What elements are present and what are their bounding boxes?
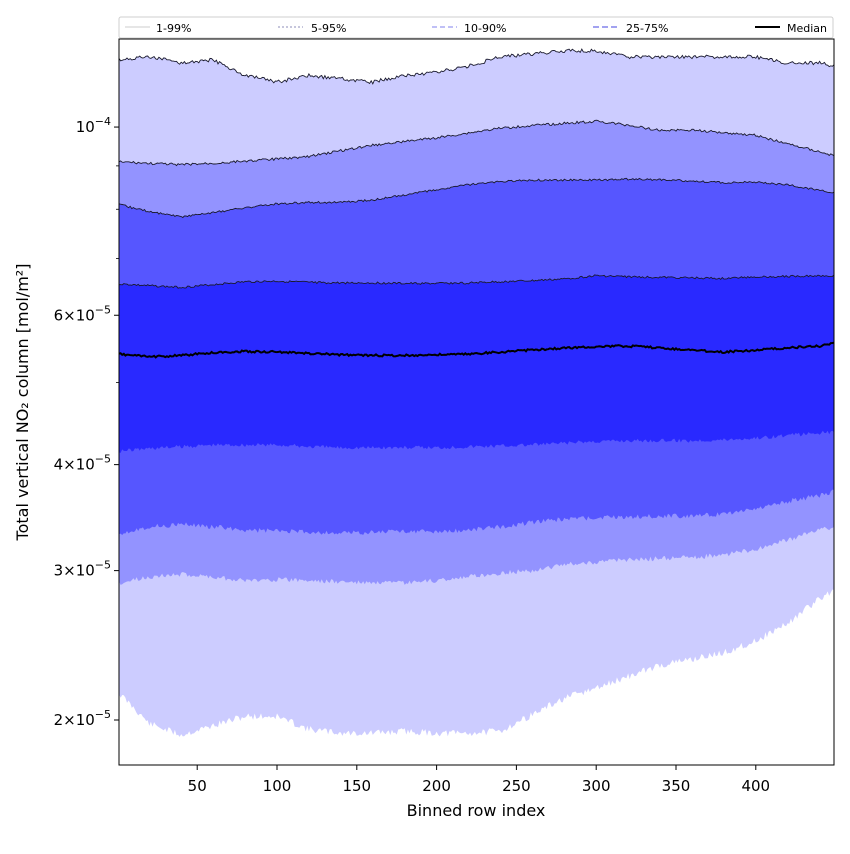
y-tick-label: 2×10−5 [54, 708, 111, 729]
median-layer [118, 341, 835, 359]
band-upper-line-p99 [118, 48, 835, 85]
x-tick-label: 100 [263, 777, 292, 795]
median-line [118, 341, 835, 359]
band-boundary-layer [118, 48, 835, 289]
legend-label: Median [787, 22, 827, 35]
legend-label: 10-90% [464, 22, 506, 35]
band-p25-p75 [119, 274, 834, 453]
x-tick-label: 350 [662, 777, 691, 795]
y-axis-label: Total vertical NO₂ column [mol/m²] [13, 264, 32, 542]
y-tick-label: 10−4 [76, 115, 111, 136]
x-tick-label: 200 [422, 777, 451, 795]
band-layer [119, 49, 834, 737]
band-upper-line-p95 [118, 119, 835, 167]
x-tick-label: 400 [741, 777, 770, 795]
x-axis-ticks: 50 100 150 200 250 300 350 400 [188, 765, 770, 795]
x-tick-label: 300 [582, 777, 611, 795]
band-upper-line-p75 [118, 274, 835, 289]
y-tick-label: 3×10−5 [54, 559, 111, 580]
legend-label: 5-95% [311, 22, 346, 35]
x-tick-label: 50 [188, 777, 207, 795]
legend-label: 1-99% [156, 22, 191, 35]
y-tick-label: 6×10−5 [54, 303, 111, 324]
legend-box [118, 16, 834, 39]
y-tick-label: 4×10−5 [54, 453, 111, 474]
axes-frame [118, 38, 835, 766]
x-tick-label: 250 [502, 777, 531, 795]
x-axis-label: Binned row index [407, 801, 546, 820]
legend-label: 25-75% [626, 22, 668, 35]
y-axis-ticks: 2×10−5 3×10−5 4×10−5 6×10−5 10−4 [54, 115, 119, 729]
band-upper-line-p90 [118, 177, 835, 219]
legend: 1-99% 5-95% 10-90% 25-75% Median [118, 16, 834, 39]
x-tick-label: 150 [342, 777, 371, 795]
